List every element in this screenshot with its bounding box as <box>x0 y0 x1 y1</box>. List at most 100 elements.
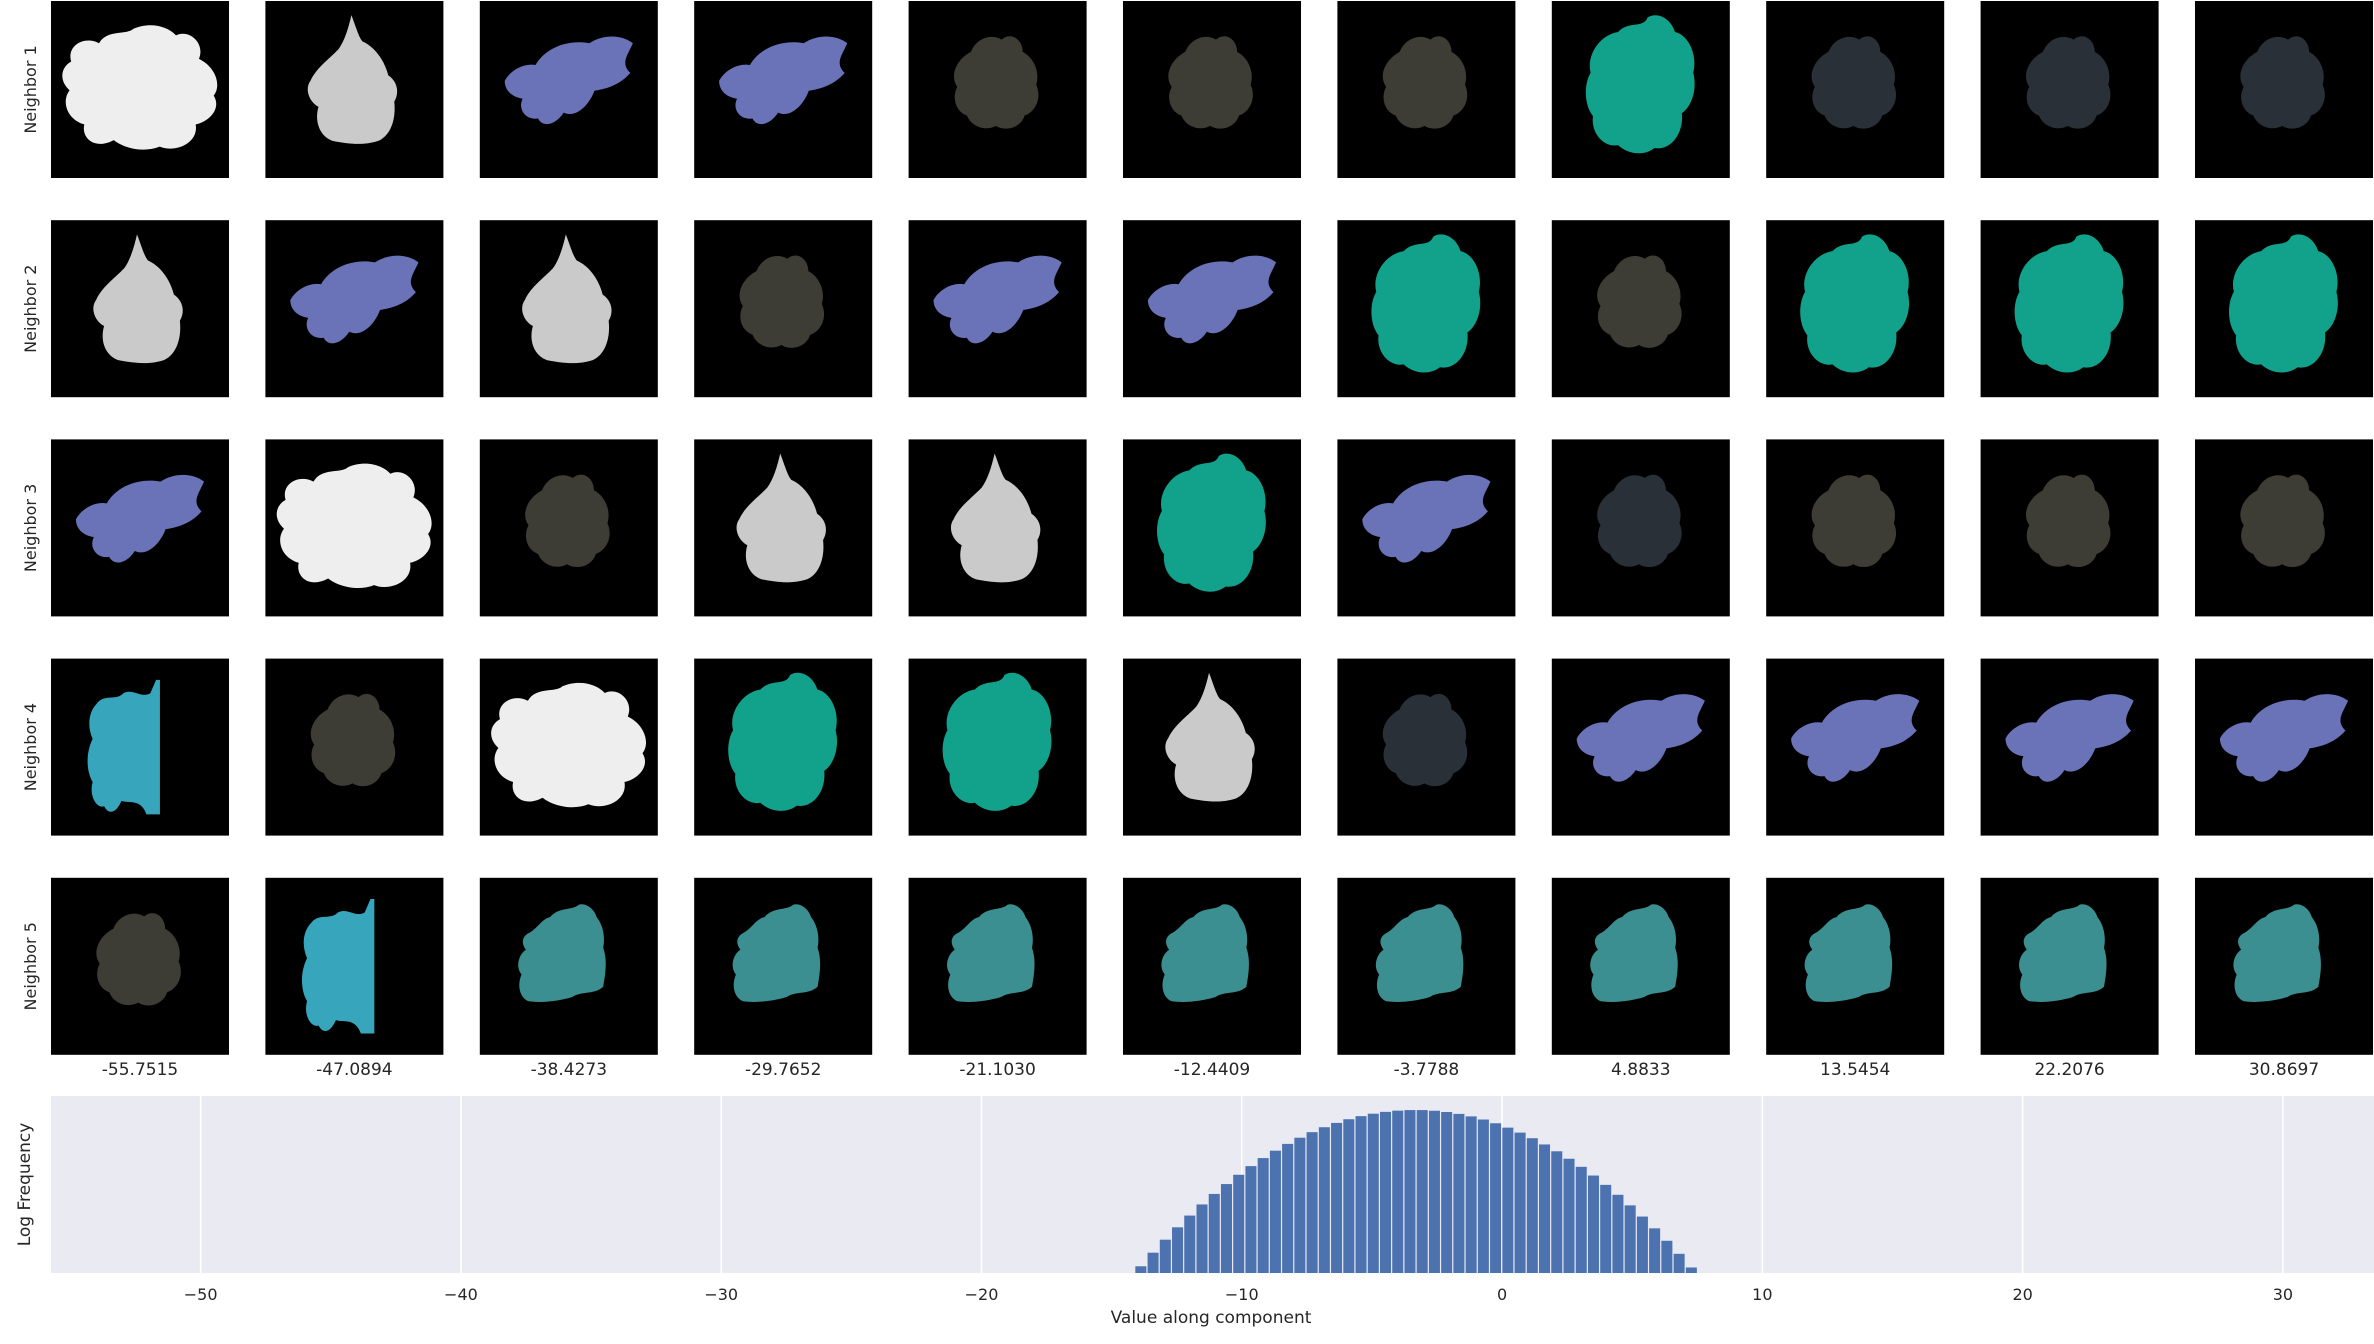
object-silhouette <box>1576 694 1705 782</box>
histogram-bar <box>1514 1132 1526 1273</box>
neighbor-image-cell <box>1980 877 2159 1055</box>
object-silhouette <box>1157 453 1266 592</box>
neighbor-image-cell <box>2195 439 2373 617</box>
histogram-bar <box>1355 1116 1367 1273</box>
object-silhouette <box>950 453 1041 583</box>
neighbor-image-cell <box>1980 658 2159 836</box>
object-silhouette <box>301 899 375 1034</box>
object-silhouette <box>1585 15 1695 154</box>
column-value-label: 22.2076 <box>2034 1060 2104 1080</box>
row-label: Neighbor 3 <box>21 484 40 572</box>
object-silhouette <box>307 15 398 144</box>
object-silhouette <box>1590 904 1678 1002</box>
histogram-bar <box>1318 1127 1330 1273</box>
histogram-bar <box>1477 1119 1489 1273</box>
x-tick-label: −10 <box>1225 1285 1259 1304</box>
neighbor-image-cell <box>479 877 658 1055</box>
histogram-bar <box>1428 1110 1440 1273</box>
object-silhouette <box>947 904 1035 1002</box>
histogram-bar <box>1649 1228 1661 1273</box>
histogram-bar <box>1159 1239 1171 1273</box>
object-silhouette <box>276 463 432 589</box>
object-silhouette <box>1800 234 1910 373</box>
object-silhouette <box>62 25 218 150</box>
neighbor-image-cell <box>694 439 873 617</box>
object-silhouette <box>2240 36 2325 129</box>
object-silhouette <box>290 255 419 344</box>
neighbor-image-cell <box>479 658 658 836</box>
histogram-bar <box>1257 1158 1269 1273</box>
neighbor-image-cell <box>1766 220 1945 398</box>
row-label: Neighbor 5 <box>21 922 40 1010</box>
x-tick-label: −30 <box>704 1285 738 1304</box>
object-silhouette <box>1161 904 1249 1002</box>
object-silhouette <box>2219 694 2349 782</box>
histogram-bar <box>1220 1184 1232 1273</box>
neighbor-image-cell <box>479 439 658 617</box>
neighbor-image-cell <box>694 1 873 178</box>
neighbor-image-cell <box>1337 658 1516 836</box>
object-silhouette <box>1168 36 1253 129</box>
object-silhouette <box>1811 36 1897 129</box>
histogram-bar <box>1661 1240 1673 1273</box>
object-silhouette <box>719 36 848 125</box>
column-value-label: 4.8833 <box>1611 1060 1670 1080</box>
neighbor-image-cell <box>265 439 444 617</box>
neighbor-image-cell <box>2195 220 2373 398</box>
object-silhouette <box>2233 904 2321 1002</box>
x-tick-label: −40 <box>444 1285 478 1304</box>
neighbor-image-cell <box>51 877 229 1055</box>
neighbor-image-cell <box>479 220 658 398</box>
histogram-bar <box>1490 1123 1502 1273</box>
histogram-bar <box>1294 1137 1306 1273</box>
object-silhouette <box>953 36 1039 129</box>
neighbor-image-cell <box>1766 877 1945 1055</box>
object-silhouette <box>1382 693 1468 787</box>
neighbor-image-cell <box>1123 658 1301 836</box>
histogram-bar <box>1196 1204 1208 1273</box>
histogram-bar <box>1208 1193 1220 1273</box>
neighbor-image-cell <box>908 1 1087 178</box>
neighbor-image-cell <box>51 439 229 617</box>
object-silhouette <box>2005 694 2134 782</box>
neighbor-image-cell <box>694 877 873 1055</box>
histogram-bar <box>1282 1143 1294 1273</box>
histogram-bar <box>1416 1110 1428 1273</box>
histogram-bar <box>1453 1113 1465 1273</box>
neighbor-image-cell <box>1551 1 1730 178</box>
histogram-bar <box>1392 1110 1404 1273</box>
neighbor-image-cell <box>1980 1 2159 178</box>
object-silhouette <box>1362 474 1491 563</box>
object-silhouette <box>1165 672 1255 802</box>
x-tick-label: 10 <box>1752 1285 1772 1304</box>
object-silhouette <box>75 474 205 563</box>
object-silhouette <box>518 904 606 1002</box>
object-silhouette <box>1597 255 1682 348</box>
histogram-bar <box>1636 1216 1648 1273</box>
histogram-bar <box>1612 1194 1624 1273</box>
neighbor-image-cell <box>479 1 658 178</box>
object-silhouette <box>1597 474 1682 568</box>
object-silhouette <box>93 234 183 364</box>
neighbor-image-cell <box>1123 439 1301 617</box>
object-silhouette <box>1811 474 1897 568</box>
column-value-label: 13.5454 <box>1820 1060 1890 1080</box>
histogram-bar <box>1685 1267 1697 1273</box>
x-tick-label: −50 <box>184 1285 218 1304</box>
neighbor-image-cell <box>1337 439 1516 617</box>
object-silhouette <box>522 234 612 364</box>
object-silhouette <box>2014 234 2124 373</box>
neighbor-image-cell <box>1766 439 1945 617</box>
histogram-bar <box>1269 1150 1281 1273</box>
neighbor-image-cell <box>694 658 873 836</box>
histogram-bar <box>1147 1252 1159 1273</box>
neighbor-image-cell <box>51 658 229 836</box>
object-silhouette <box>2240 474 2325 568</box>
histogram-bar <box>1367 1113 1379 1273</box>
object-silhouette <box>2229 234 2338 373</box>
neighbor-image-cell <box>908 220 1087 398</box>
neighbor-image-cell <box>1123 877 1301 1055</box>
row-labels: Neighbor 1 Neighbor 2 Neighbor 3 Neighbor 4… <box>21 45 40 1010</box>
row-label: Neighbor 1 <box>21 45 40 133</box>
